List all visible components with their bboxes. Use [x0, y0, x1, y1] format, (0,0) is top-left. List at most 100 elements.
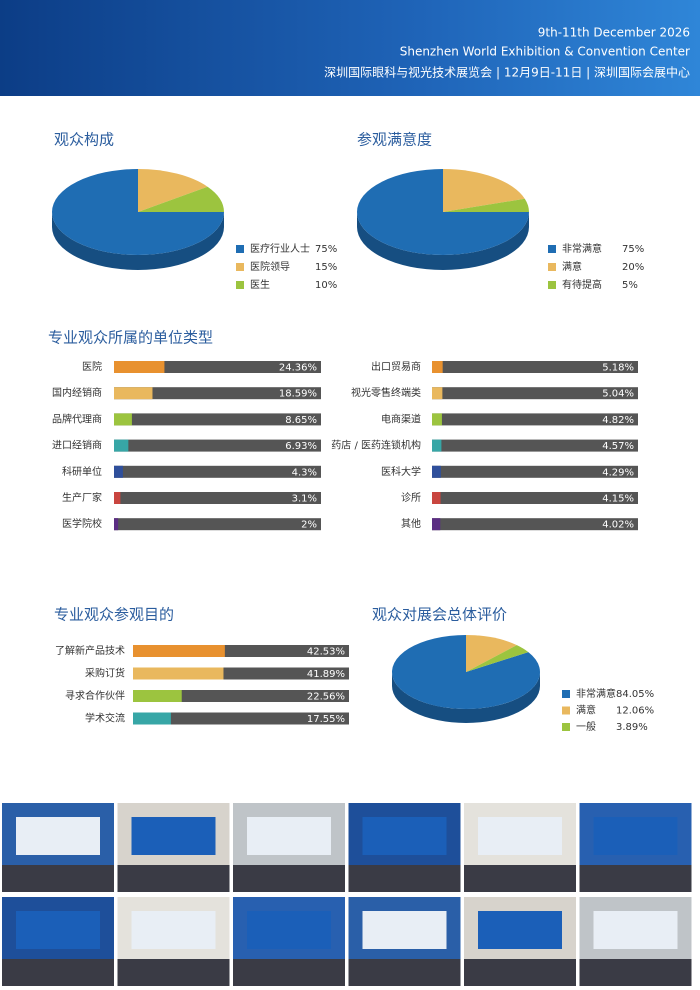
pie-side — [357, 212, 529, 270]
category-label: 学术交流 — [85, 712, 125, 725]
photo-screen — [593, 911, 678, 949]
pie-side — [52, 212, 224, 270]
legend-swatch — [236, 281, 244, 289]
value-label: 4.82% — [602, 415, 634, 426]
header-venue: Shenzhen World Exhibition & Convention C… — [400, 45, 690, 59]
legend-label: 满意 — [562, 260, 582, 273]
value-label: 3.89% — [616, 722, 648, 733]
category-label: 医科大学 — [381, 465, 421, 478]
value-label: 75% — [622, 244, 644, 255]
pie-slice — [466, 635, 517, 672]
photo-audience — [2, 865, 114, 892]
legend-label: 医院领导 — [250, 260, 290, 273]
bar-track — [432, 439, 638, 452]
category-label: 国内经销商 — [52, 386, 102, 399]
photo-audience — [579, 959, 692, 986]
photo-audience — [117, 959, 230, 986]
photo-audience — [233, 959, 345, 986]
bar — [432, 518, 441, 531]
photo-gallery — [2, 803, 692, 986]
value-label: 24.36% — [279, 363, 317, 374]
bar-track — [114, 387, 321, 400]
value-label: 4.15% — [602, 494, 634, 505]
legend-swatch — [548, 263, 556, 271]
legend-label: 非常满意 — [562, 242, 602, 255]
photo-screen — [593, 817, 678, 855]
bar-track — [432, 413, 638, 426]
bar — [133, 645, 225, 657]
category-label: 医学院校 — [62, 517, 102, 530]
category-label: 采购订货 — [85, 667, 125, 680]
photo-audience — [579, 865, 692, 892]
bar-track — [114, 465, 321, 478]
pie-slice — [443, 198, 529, 212]
value-label: 22.56% — [307, 692, 345, 703]
bar-track — [114, 492, 321, 504]
value-label: 15% — [315, 262, 337, 273]
photo-screen — [16, 911, 100, 949]
value-label: 75% — [315, 244, 337, 255]
value-label: 18.59% — [279, 389, 317, 400]
bar — [114, 492, 121, 504]
pie-slice — [443, 169, 525, 212]
bar — [133, 667, 224, 680]
pie-slice — [466, 645, 529, 672]
legend-label: 非常满意 — [576, 687, 616, 700]
header-banner — [0, 0, 700, 96]
category-label: 进口经销商 — [52, 439, 102, 452]
legend-swatch — [236, 263, 244, 271]
bar — [432, 387, 443, 400]
photo-screen — [131, 817, 216, 855]
chart-title: 专业观众参观目的 — [54, 606, 174, 624]
chart-title: 观众对展会总体评价 — [372, 606, 507, 624]
bar — [133, 690, 182, 702]
bar — [114, 439, 129, 452]
bar-track — [432, 361, 638, 373]
legend-swatch — [236, 245, 244, 253]
photo-screen — [247, 911, 331, 949]
photo-audience — [348, 865, 461, 892]
legend-swatch — [562, 690, 570, 698]
legend-label: 医生 — [250, 278, 270, 291]
bar — [432, 413, 442, 426]
photo-screen — [131, 911, 216, 949]
value-label: 4.29% — [602, 467, 634, 478]
bar — [432, 361, 443, 373]
value-label: 17.55% — [307, 714, 345, 725]
category-label: 医院 — [82, 360, 102, 373]
bar-track — [432, 465, 638, 478]
category-label: 药店 / 医药连锁机构 — [331, 439, 421, 452]
bar — [114, 465, 123, 478]
value-label: 5.04% — [602, 389, 634, 400]
legend-swatch — [562, 723, 570, 731]
photo-audience — [2, 959, 114, 986]
category-label: 电商渠道 — [381, 412, 421, 425]
category-label: 视光零售终端类 — [351, 386, 421, 399]
value-label: 5% — [622, 280, 638, 291]
legend-label: 医疗行业人士 — [250, 242, 310, 255]
bar — [432, 492, 441, 504]
bar-track — [114, 439, 321, 452]
bar-track — [432, 518, 638, 531]
photo-screen — [478, 911, 562, 949]
pie-side — [392, 672, 540, 723]
photo-screen — [362, 911, 447, 949]
category-label: 其他 — [401, 517, 421, 530]
photo-audience — [464, 865, 576, 892]
category-label: 了解新产品技术 — [55, 644, 125, 657]
bar-track — [432, 492, 638, 504]
bar — [114, 387, 153, 400]
legend-label: 有待提高 — [562, 278, 602, 291]
pie-slice — [138, 169, 208, 212]
legend-swatch — [548, 245, 556, 253]
value-label: 42.53% — [307, 647, 345, 658]
category-label: 科研单位 — [62, 465, 102, 478]
bar-track — [432, 387, 638, 400]
legend-label: 满意 — [576, 704, 596, 717]
photo-audience — [464, 959, 576, 986]
pie-slice — [138, 186, 224, 212]
chart-title: 参观满意度 — [357, 131, 432, 149]
value-label: 84.05% — [616, 689, 654, 700]
